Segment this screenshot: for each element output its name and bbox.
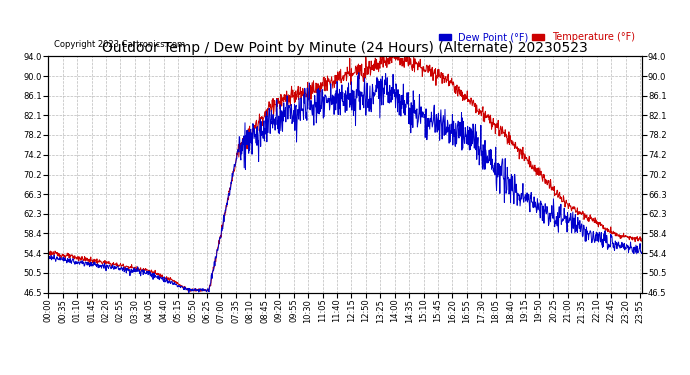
Text: Copyright 2023 Cartronics.com: Copyright 2023 Cartronics.com bbox=[55, 40, 186, 49]
Title: Outdoor Temp / Dew Point by Minute (24 Hours) (Alternate) 20230523: Outdoor Temp / Dew Point by Minute (24 H… bbox=[102, 41, 588, 55]
Legend: Dew Point (°F), Temperature (°F): Dew Point (°F), Temperature (°F) bbox=[437, 30, 637, 44]
